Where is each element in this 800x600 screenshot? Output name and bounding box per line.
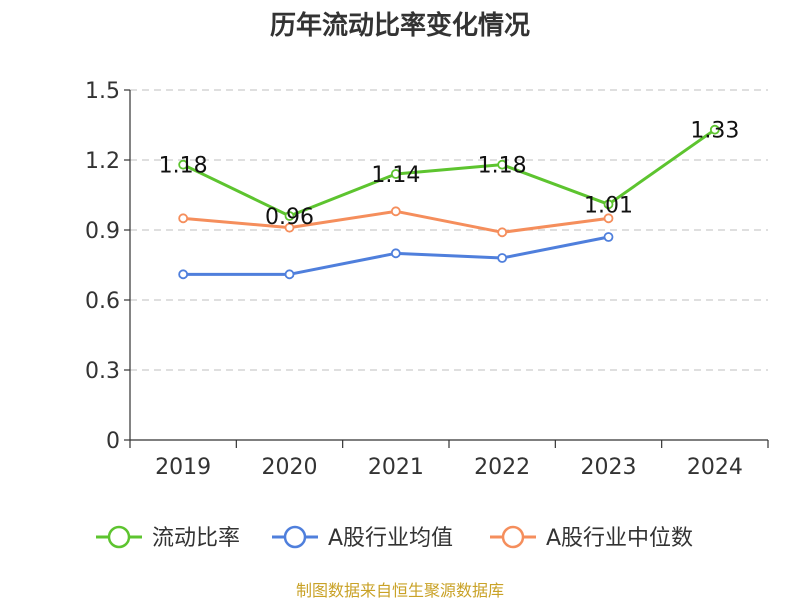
x-tick-label-2021: 2021	[368, 455, 424, 480]
legend-item-0[interactable]: 流动比率	[96, 525, 240, 551]
data-point-s0-2022	[497, 159, 508, 170]
chart-title: 历年流动比率变化情况	[270, 10, 530, 41]
series-layer	[178, 124, 720, 280]
data-label-2024: 1.33	[690, 119, 739, 144]
data-point-s1-2021	[390, 248, 401, 259]
data-point-s2-2020	[284, 222, 295, 233]
legend-marker-2	[501, 525, 525, 549]
x-tick-label-2020: 2020	[262, 455, 318, 480]
data-label-2021: 1.14	[371, 163, 420, 188]
data-point-s1-2019	[178, 269, 189, 280]
legend-item-2[interactable]: A股行业中位数	[490, 525, 693, 551]
legend-label-0: 流动比率	[152, 526, 240, 551]
y-tick-label-4: 1.2	[85, 149, 120, 174]
series-line-0	[182, 128, 716, 218]
data-point-s2-2023	[603, 213, 614, 224]
legend[interactable]: 流动比率 A股行业均值 A股行业中位数	[96, 525, 693, 551]
data-label-2019: 1.18	[159, 154, 208, 179]
source-note: 制图数据来自恒生聚源数据库	[296, 581, 504, 600]
y-tick-label-0: 0	[106, 429, 120, 454]
data-point-s1-2022	[497, 253, 508, 263]
legend-marker-1	[283, 525, 307, 549]
data-point-s2-2019	[178, 213, 189, 224]
y-tick-label-2: 0.6	[85, 289, 120, 314]
data-point-s0-2023	[603, 199, 614, 210]
data-point-s1-2023	[603, 232, 614, 242]
x-tick-label-2024: 2024	[687, 455, 743, 480]
data-labels: 1.18 0.96 1.14 1.18 1.01 1.33	[159, 119, 740, 230]
y-tick-label-5: 1.5	[85, 79, 120, 104]
data-label-2020: 0.96	[265, 205, 314, 230]
axes: 0 0.3 0.6 0.9 1.2 1.5 2019 2020 2021 2022 2023 2024	[85, 79, 769, 480]
x-tick-label-2019: 2019	[155, 455, 211, 480]
data-point-s2-2022	[497, 227, 508, 238]
data-label-2023: 1.01	[584, 193, 633, 218]
data-point-s0-2019	[178, 159, 189, 170]
legend-item-1[interactable]: A股行业均值	[272, 525, 453, 551]
grid-lines	[130, 89, 768, 371]
legend-label-2: A股行业中位数	[546, 526, 693, 551]
data-label-2022: 1.18	[478, 154, 527, 179]
data-point-s0-2020	[284, 211, 295, 221]
data-point-s1-2020	[284, 269, 295, 280]
y-tick-label-3: 0.9	[85, 219, 120, 244]
x-tick-label-2022: 2022	[474, 455, 530, 480]
data-point-s0-2021	[390, 169, 401, 179]
y-tick-label-1: 0.3	[85, 359, 120, 384]
data-point-s2-2021	[390, 206, 401, 217]
x-tick-label-2023: 2023	[581, 455, 637, 480]
legend-marker-0	[107, 525, 131, 549]
legend-label-1: A股行业均值	[328, 526, 453, 551]
data-point-s0-2024	[709, 124, 720, 135]
